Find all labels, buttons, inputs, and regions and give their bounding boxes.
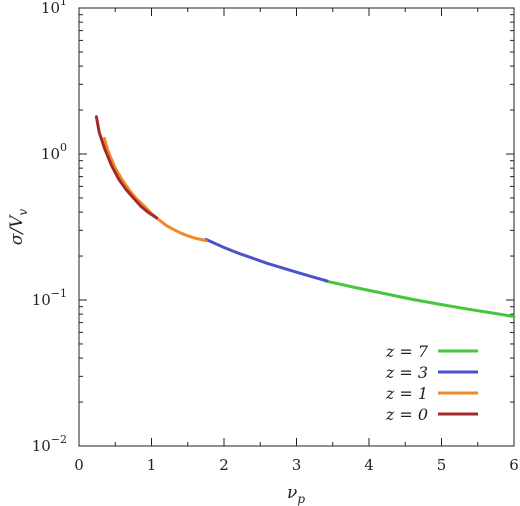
x-tick-label: 3 bbox=[292, 456, 302, 474]
legend-label: z = 0 bbox=[385, 405, 428, 424]
y-tick-label: 10−1 bbox=[32, 287, 67, 309]
y-axis-label-sub: v bbox=[16, 209, 30, 216]
y-axis-label-main: σ/V bbox=[7, 214, 27, 245]
legend: z = 7 z = 3 z = 1 z = 0 bbox=[385, 342, 478, 424]
plot-frame bbox=[78, 7, 515, 447]
series-line-2 bbox=[102, 136, 208, 243]
axis-ticks bbox=[78, 7, 515, 447]
y-tick-label: 10−2 bbox=[32, 433, 67, 455]
series-line-1 bbox=[204, 237, 329, 283]
x-axis-label-main: ν bbox=[287, 483, 297, 503]
legend-label: z = 3 bbox=[385, 363, 428, 382]
series-line-0 bbox=[324, 279, 516, 319]
legend-label: z = 1 bbox=[385, 384, 428, 403]
y-axis-label: σ/Vv bbox=[7, 209, 30, 246]
series-lines bbox=[94, 115, 516, 319]
series-line-3 bbox=[94, 115, 159, 220]
x-tick-label: 1 bbox=[147, 456, 157, 474]
y-tick-label: 101 bbox=[41, 0, 67, 17]
legend-label: z = 7 bbox=[385, 342, 429, 361]
x-tick-label: 2 bbox=[219, 456, 229, 474]
tick-labels: 0 1 2 3 4 5 6 10−2 10−1 100 101 bbox=[32, 0, 519, 474]
x-tick-label: 5 bbox=[437, 456, 447, 474]
x-tick-label: 6 bbox=[509, 456, 519, 474]
x-tick-label: 0 bbox=[74, 456, 84, 474]
y-tick-label: 100 bbox=[41, 141, 67, 163]
x-axis-label: νp bbox=[287, 483, 305, 506]
x-tick-label: 4 bbox=[364, 456, 374, 474]
x-axis-label-sub: p bbox=[297, 492, 305, 506]
